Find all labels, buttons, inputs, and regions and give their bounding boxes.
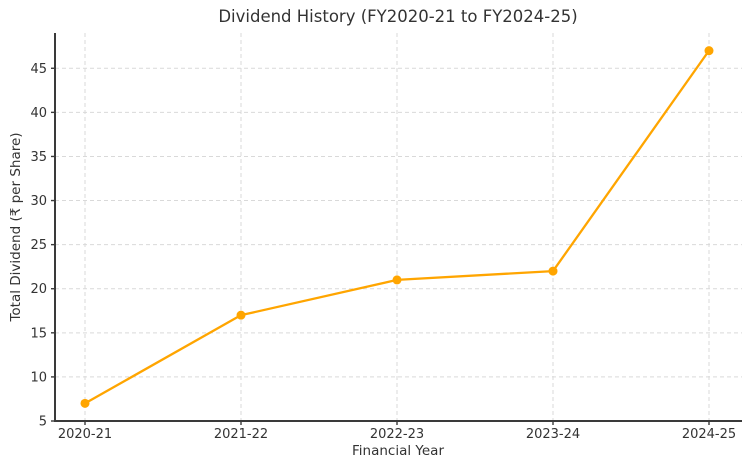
x-tick-label: 2021-22 [214,427,268,442]
y-tick-label: 25 [30,238,47,253]
data-point [392,275,402,285]
x-tick-label: 2023-24 [526,427,580,442]
data-point [80,398,90,408]
y-tick-label: 10 [30,370,47,385]
data-point [704,46,714,56]
y-axis-label: Total Dividend (₹ per Share) [8,132,24,322]
y-tick-label: 15 [30,326,47,341]
y-tick-label: 20 [30,282,47,297]
chart-title: Dividend History (FY2020-21 to FY2024-25… [218,7,578,26]
x-tick-label: 2020-21 [58,427,112,442]
x-axis-label: Financial Year [352,443,444,459]
data-point [236,310,246,320]
y-tick-label: 35 [30,150,47,165]
y-tick-label: 45 [30,62,47,77]
y-tick-label: 30 [30,194,47,209]
data-point [548,266,558,276]
y-tick-label: 40 [30,106,47,121]
y-tick-label: 5 [39,415,47,430]
x-tick-label: 2022-23 [370,427,424,442]
x-tick-label: 2024-25 [682,427,736,442]
